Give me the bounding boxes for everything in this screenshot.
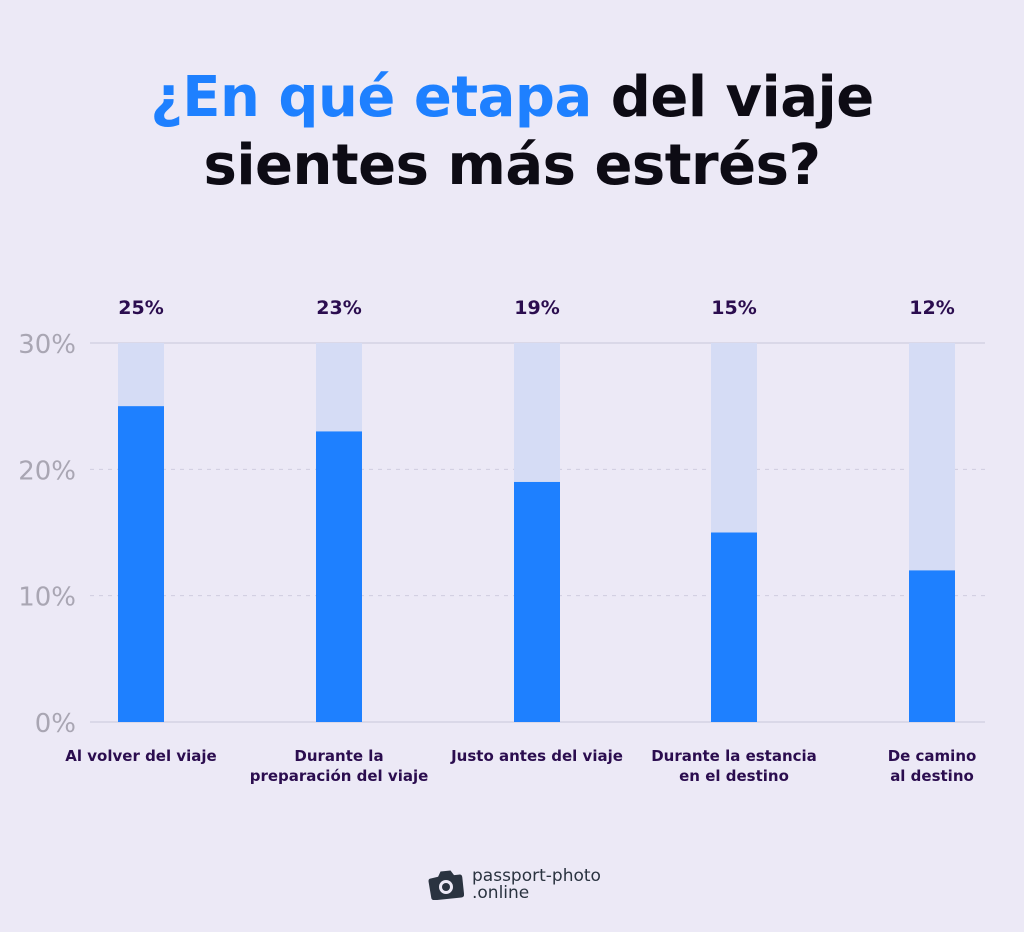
data-label: 25%	[118, 297, 163, 319]
data-label: 23%	[316, 297, 361, 319]
x-category-label: De camino	[888, 747, 977, 765]
chart-title-line2: sientes más estrés?	[203, 133, 821, 198]
brand-logo: passport-photo .online	[428, 868, 601, 902]
y-tick-label: 0%	[35, 709, 76, 739]
bar	[316, 431, 362, 722]
bar	[514, 481, 560, 722]
title-rest: del viaje	[591, 65, 874, 130]
y-tick-label: 20%	[18, 456, 76, 486]
data-label: 19%	[514, 297, 559, 319]
bar	[711, 532, 757, 722]
x-category-label: Justo antes del viaje	[450, 747, 623, 765]
x-category-label: Al volver del viaje	[65, 747, 216, 765]
bar	[909, 570, 955, 722]
chart-title-line1: ¿En qué etapa del viaje	[0, 64, 1024, 132]
x-category-label: preparación del viaje	[250, 767, 429, 785]
data-label: 12%	[909, 297, 954, 319]
y-tick-label: 30%	[18, 330, 76, 360]
x-category-label: Durante la	[294, 747, 383, 765]
y-tick-label: 10%	[18, 583, 76, 613]
bar-chart: 0% 10% 20% 30% 25% Al volver del viaje 23% Dura…	[18, 297, 985, 785]
x-category-label: Durante la estancia	[651, 747, 817, 765]
x-category-label: al destino	[890, 767, 974, 785]
bar	[118, 406, 164, 722]
data-label: 15%	[711, 297, 756, 319]
x-category-label: en el destino	[679, 767, 789, 785]
camera-icon	[428, 870, 464, 900]
logo-line2: .online	[472, 883, 530, 903]
logo-line1: passport-photo	[472, 866, 601, 886]
title-highlight: ¿En qué etapa	[150, 65, 592, 130]
